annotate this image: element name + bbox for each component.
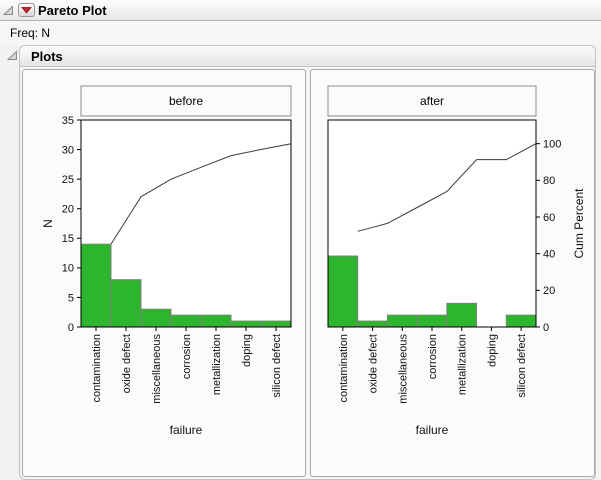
bar-corrosion[interactable] <box>170 314 202 328</box>
bar-miscellaneous[interactable] <box>386 314 418 328</box>
y2-tick-label: 0 <box>543 322 549 334</box>
panel-label-box-after <box>327 85 537 117</box>
y2-axis-title: Cum Percent <box>572 188 586 259</box>
y-tick-label: 0 <box>68 322 74 334</box>
x-tick-label-miscellaneous: miscellaneous <box>397 334 409 404</box>
bar-miscellaneous[interactable] <box>140 308 172 328</box>
x-tick-label-metallization: metallization <box>211 334 223 395</box>
bar-corrosion[interactable] <box>416 314 448 328</box>
disclosure-triangle-icon[interactable] <box>2 4 15 17</box>
x-tick-label-corrosion: corrosion <box>181 334 193 379</box>
y-tick-label: 5 <box>68 292 74 304</box>
x-tick-label-metallization: metallization <box>457 334 469 395</box>
report-title: Pareto Plot <box>38 2 107 18</box>
x-tick-label-contamination: contamination <box>91 334 103 403</box>
x-tick-label-corrosion: corrosion <box>427 334 439 379</box>
x-tick-label-contamination: contamination <box>338 334 350 403</box>
plots-title: Plots <box>31 48 63 64</box>
bar-metallization[interactable] <box>200 314 232 328</box>
x-axis-title: failure <box>170 423 203 437</box>
y-tick-label: 15 <box>62 233 74 245</box>
bar-silicon defect[interactable] <box>260 320 292 328</box>
x-tick-label-oxide defect: oxide defect <box>121 334 133 393</box>
y-tick-label: 20 <box>62 204 74 216</box>
y2-tick-label: 100 <box>543 139 561 151</box>
bars-group <box>80 243 292 328</box>
report-header-bar[interactable]: Pareto Plot <box>0 0 601 21</box>
y-axis-title: N <box>41 219 55 228</box>
red-triangle-icon <box>21 7 32 14</box>
plots-header-bar[interactable]: Plots <box>20 46 595 67</box>
y2-tick-label: 60 <box>543 212 555 224</box>
y2-tick-label: 40 <box>543 249 555 261</box>
x-axis: contamination oxide defect miscellaneous co… <box>338 327 528 437</box>
bar-contamination[interactable] <box>327 255 359 328</box>
bar-oxide defect[interactable] <box>110 279 142 328</box>
x-axis: contamination oxide defect miscellaneous co… <box>91 327 283 437</box>
cumulative-curve <box>357 143 537 232</box>
plots-disclosure-triangle-icon[interactable] <box>6 49 19 62</box>
panel-label-box-before <box>80 85 292 117</box>
y2-tick-label: 20 <box>543 285 555 297</box>
cumulative-curve <box>110 143 292 245</box>
x-tick-label-doping: doping <box>486 334 498 367</box>
bar-metallization[interactable] <box>446 302 478 328</box>
bar-doping[interactable] <box>230 320 262 328</box>
bar-silicon defect[interactable] <box>505 314 537 328</box>
x-tick-label-silicon defect: silicon defect <box>271 334 283 398</box>
x-tick-label-doping: doping <box>241 334 253 367</box>
y-tick-label: 30 <box>62 144 74 156</box>
panel-label-after: after <box>420 94 444 108</box>
y-tick-label: 10 <box>62 263 74 275</box>
y2-tick-label: 80 <box>543 175 555 187</box>
x-tick-label-miscellaneous: miscellaneous <box>151 334 163 404</box>
x-tick-label-oxide defect: oxide defect <box>368 334 380 393</box>
chart-panel-after: after 0 20 40 60 80 100 Cum Percent contaminatio… <box>310 69 595 477</box>
bar-contamination[interactable] <box>80 243 112 328</box>
freq-label: Freq: N <box>0 21 601 45</box>
pareto-chart-after[interactable]: after 0 20 40 60 80 100 Cum Percent contaminatio… <box>311 70 594 476</box>
panel-label-before: before <box>169 94 203 108</box>
y-tick-label: 25 <box>62 174 74 186</box>
y2-axis: 0 20 40 60 80 100 Cum Percent <box>536 139 586 334</box>
bar-oxide defect[interactable] <box>357 320 388 328</box>
x-tick-label-silicon defect: silicon defect <box>516 334 528 398</box>
red-triangle-menu-button[interactable] <box>18 3 35 17</box>
x-axis-title: failure <box>416 423 449 437</box>
y-tick-label: 35 <box>62 115 74 127</box>
plot-area <box>328 120 536 327</box>
y-axis: 0 5 10 15 20 25 30 35 N <box>41 115 81 334</box>
